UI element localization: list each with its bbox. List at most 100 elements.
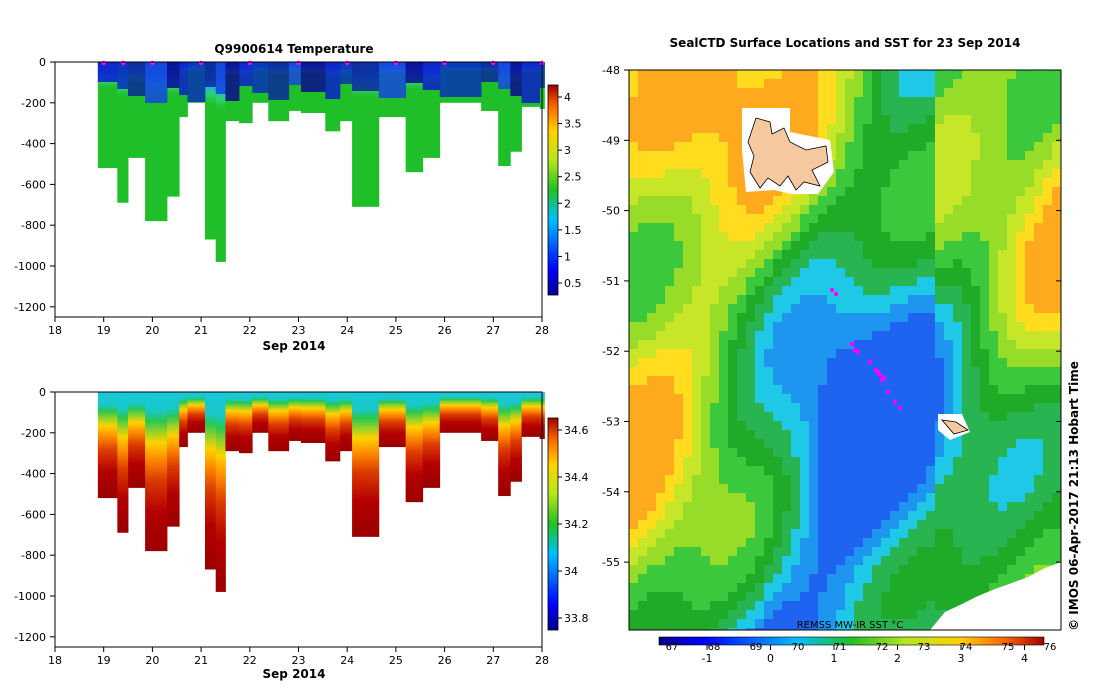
sst-pixel <box>764 349 774 359</box>
sst-pixel <box>692 502 702 512</box>
profile-surface-block <box>252 62 269 93</box>
sst-pixel <box>737 169 747 179</box>
sst-pixel <box>755 556 765 566</box>
seal-position-marker <box>829 287 835 293</box>
sst-pixel <box>899 547 909 557</box>
sst-pixel <box>782 583 792 593</box>
sst-pixel <box>719 538 729 548</box>
sst-pixel <box>944 151 954 161</box>
seal-positions <box>829 287 903 411</box>
sst-pixel <box>746 565 756 575</box>
sst-pixel <box>701 187 711 197</box>
sst-pixel <box>917 187 927 197</box>
sst-pixel <box>674 259 684 269</box>
sst-pixel <box>1052 493 1061 503</box>
sst-pixel <box>881 538 891 548</box>
sst-pixel <box>935 223 945 233</box>
sst-pixel <box>1043 277 1053 287</box>
sst-pixel <box>881 439 891 449</box>
sst-pixel <box>971 241 981 251</box>
sst-pixel <box>791 538 801 548</box>
profile-bar <box>481 392 499 441</box>
sst-pixel <box>827 610 837 620</box>
sst-pixel <box>989 367 999 377</box>
sst-pixel <box>683 592 693 602</box>
sst-pixel <box>692 70 702 80</box>
sst-pixel <box>881 529 891 539</box>
sst-pixel <box>899 241 909 251</box>
sst-pixel <box>764 358 774 368</box>
sst-pixel <box>908 484 918 494</box>
sst-pixel <box>791 313 801 323</box>
profile-surface-block <box>498 62 511 89</box>
sst-pixel <box>791 430 801 440</box>
sst-pixel <box>980 250 990 260</box>
y-tick-label: -400 <box>21 468 46 481</box>
sst-pixel <box>755 412 765 422</box>
sst-pixel <box>890 133 900 143</box>
sst-pixel <box>764 610 774 620</box>
sst-pixel <box>665 115 675 125</box>
sst-pixel <box>764 196 774 206</box>
sst-pixel <box>944 583 954 593</box>
sst-pixel <box>656 322 666 332</box>
sst-pixel <box>953 439 963 449</box>
sst-pixel <box>836 151 846 161</box>
sst-pixel <box>953 466 963 476</box>
sst-pixel <box>818 304 828 314</box>
sst-pixel <box>971 457 981 467</box>
sst-pixel <box>1025 484 1035 494</box>
sst-pixel <box>701 448 711 458</box>
sst-pixel <box>665 358 675 368</box>
sst-pixel <box>710 466 720 476</box>
sst-pixel <box>791 421 801 431</box>
sst-pixel <box>674 511 684 521</box>
sst-pixel <box>710 70 720 80</box>
sst-pixel <box>755 448 765 458</box>
sst-pixel <box>1025 493 1035 503</box>
sst-pixel <box>737 520 747 530</box>
sst-pixel <box>1025 331 1035 341</box>
sst-pixel <box>764 70 774 80</box>
sst-pixel <box>683 223 693 233</box>
sst-pixel <box>899 340 909 350</box>
sst-map: SealCTD Surface Locations and SST for 23… <box>602 36 1081 665</box>
sst-pixel <box>647 394 657 404</box>
sst-pixel <box>818 538 828 548</box>
sst-pixel <box>863 268 873 278</box>
sst-pixel <box>728 268 738 278</box>
sst-pixel <box>980 448 990 458</box>
sst-pixel <box>728 430 738 440</box>
sst-pixel <box>980 565 990 575</box>
sst-pixel <box>908 250 918 260</box>
sst-pixel <box>782 430 792 440</box>
sst-pixel <box>773 241 783 251</box>
sst-pixel <box>629 160 639 170</box>
sst-pixel <box>647 232 657 242</box>
sst-pixel <box>764 214 774 224</box>
sst-pixel <box>953 214 963 224</box>
sst-pixel <box>1052 232 1061 242</box>
sst-pixel <box>1016 502 1026 512</box>
sst-pixel <box>629 466 639 476</box>
sst-pixel <box>935 340 945 350</box>
sst-pixel <box>791 88 801 98</box>
sst-pixel <box>899 304 909 314</box>
seal-position-marker <box>855 349 861 355</box>
profile-surface-block <box>439 62 482 97</box>
sst-pixel <box>854 385 864 395</box>
sst-pixel <box>629 592 639 602</box>
sst-pixel <box>782 457 792 467</box>
sst-pixel <box>683 106 693 116</box>
sst-pixel <box>944 277 954 287</box>
sst-pixel <box>908 295 918 305</box>
sst-pixel <box>800 259 810 269</box>
sst-pixel <box>656 151 666 161</box>
sst-pixel <box>962 331 972 341</box>
colorbar-tick-label: 3 <box>564 144 571 157</box>
sst-pixel <box>683 241 693 251</box>
sst-pixel <box>737 367 747 377</box>
sst-pixel <box>782 196 792 206</box>
sst-pixel <box>881 232 891 242</box>
sst-pixel <box>719 223 729 233</box>
